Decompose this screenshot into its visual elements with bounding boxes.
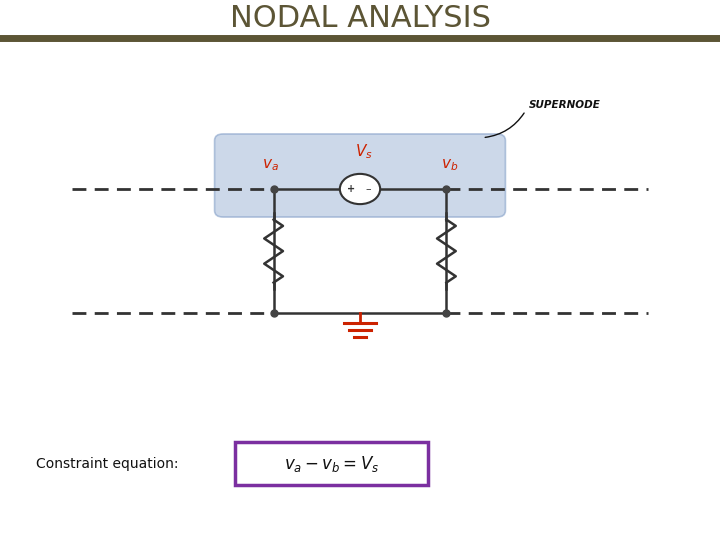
Text: $v_b$: $v_b$ xyxy=(441,157,459,173)
FancyBboxPatch shape xyxy=(235,442,428,485)
Text: Constraint equation:: Constraint equation: xyxy=(36,457,179,471)
Text: $v_a - v_b = V_s$: $v_a - v_b = V_s$ xyxy=(284,454,379,474)
Text: SUPERNODE: SUPERNODE xyxy=(529,100,601,110)
FancyArrowPatch shape xyxy=(485,113,524,137)
Circle shape xyxy=(340,174,380,204)
Text: –: – xyxy=(365,184,371,194)
FancyBboxPatch shape xyxy=(215,134,505,217)
Text: +: + xyxy=(347,184,356,194)
Text: NODAL ANALYSIS: NODAL ANALYSIS xyxy=(230,4,490,33)
Text: $V_s$: $V_s$ xyxy=(355,142,372,161)
Text: $v_a$: $v_a$ xyxy=(261,157,279,173)
